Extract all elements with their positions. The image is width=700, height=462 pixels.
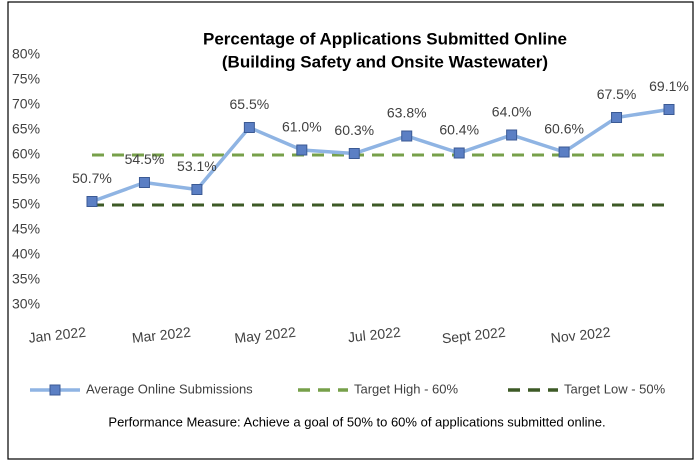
x-tick-label: May 2022 xyxy=(234,324,297,346)
y-tick-label: 40% xyxy=(12,246,40,262)
chart-subtitle: (Building Safety and Onsite Wastewater) xyxy=(222,52,548,71)
data-label: 53.1% xyxy=(177,158,217,174)
x-tick-label: Mar 2022 xyxy=(131,324,192,346)
data-label: 60.4% xyxy=(439,122,479,138)
marker xyxy=(663,104,675,115)
data-label: 64.0% xyxy=(492,104,532,120)
data-label: 63.8% xyxy=(387,105,427,121)
marker xyxy=(296,144,308,156)
marker xyxy=(86,196,98,207)
legend-label: Target High - 60% xyxy=(354,381,458,396)
y-tick-label: 30% xyxy=(12,296,40,312)
y-tick-label: 75% xyxy=(12,71,40,87)
y-tick-label: 80% xyxy=(12,46,40,62)
marker xyxy=(611,112,623,123)
data-label: 67.5% xyxy=(597,86,637,102)
marker xyxy=(138,177,150,188)
marker xyxy=(558,146,570,158)
y-tick-label: 55% xyxy=(12,171,40,187)
marker xyxy=(348,148,360,159)
marker xyxy=(243,122,255,133)
y-tick-label: 45% xyxy=(12,221,40,237)
data-label: 60.3% xyxy=(334,122,374,138)
y-tick-label: 60% xyxy=(12,146,40,162)
data-label: 61.0% xyxy=(282,119,322,135)
y-tick-label: 35% xyxy=(12,271,40,287)
data-label: 54.5% xyxy=(125,151,165,167)
x-tick-label: Jan 2022 xyxy=(28,324,87,346)
series-line xyxy=(91,107,670,204)
legend-marker xyxy=(49,384,61,396)
marker xyxy=(453,147,465,159)
y-tick-label: 65% xyxy=(12,121,40,137)
x-tick-label: Jul 2022 xyxy=(347,324,402,345)
marker xyxy=(506,129,518,141)
legend-label: Average Online Submissions xyxy=(86,381,253,396)
marker xyxy=(191,184,203,195)
note: Performance Measure: Achieve a goal of 5… xyxy=(108,414,605,429)
data-label: 69.1% xyxy=(649,78,689,94)
data-label: 50.7% xyxy=(72,170,112,186)
data-label: 65.5% xyxy=(230,96,270,112)
x-tick-label: Nov 2022 xyxy=(550,324,611,346)
y-tick-label: 70% xyxy=(12,96,40,112)
data-label: 60.6% xyxy=(544,121,584,137)
legend-label: Target Low - 50% xyxy=(564,381,666,396)
y-tick-label: 50% xyxy=(12,196,40,212)
marker xyxy=(401,130,413,142)
chart-title: Percentage of Applications Submitted Onl… xyxy=(203,29,567,48)
chart-frame xyxy=(7,1,694,460)
x-tick-label: Sept 2022 xyxy=(441,324,506,347)
